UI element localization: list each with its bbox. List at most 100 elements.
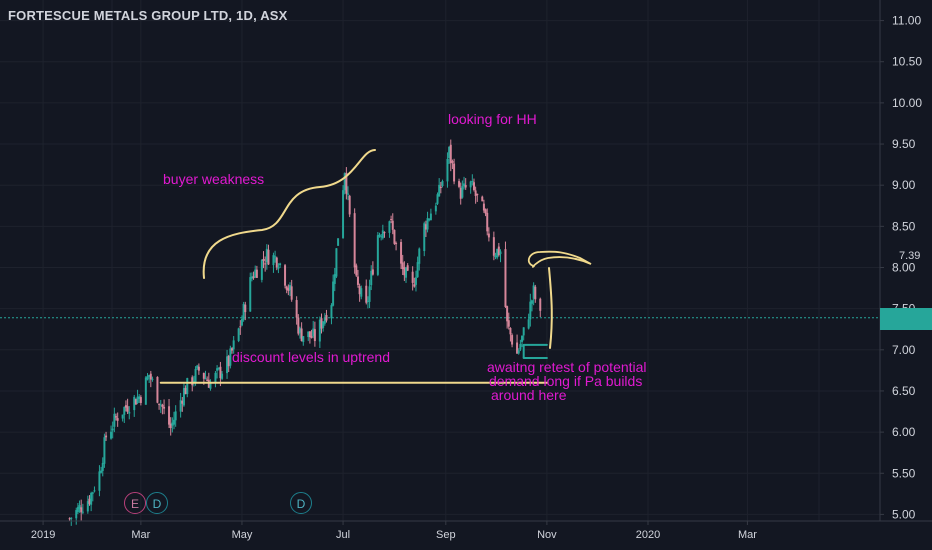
candle-body <box>81 511 84 513</box>
candle-body <box>103 437 106 464</box>
candle-body <box>527 319 530 329</box>
candle-body <box>148 374 151 377</box>
y-tick-label: 8.50 <box>892 219 916 233</box>
candle-body <box>458 181 461 187</box>
candle-body <box>368 286 371 302</box>
dividend-event-marker[interactable]: D <box>290 492 312 514</box>
candle-body <box>181 400 184 404</box>
candle-body <box>113 413 116 427</box>
candle-body <box>406 265 409 271</box>
candle-body <box>308 331 311 338</box>
candle-body <box>80 507 83 513</box>
x-tick-label: Nov <box>537 529 557 541</box>
dividend-event-marker[interactable]: D <box>146 492 168 514</box>
candle-body <box>134 399 137 405</box>
candle-body <box>191 377 194 386</box>
y-tick-label: 8.00 <box>892 260 916 274</box>
candle-body <box>174 411 177 421</box>
candle-body <box>416 262 419 278</box>
candle-body <box>307 331 310 337</box>
candle-body <box>297 317 300 334</box>
candle-body <box>423 223 426 252</box>
candle-body <box>318 319 321 342</box>
candle-body <box>441 180 444 186</box>
candle-body <box>250 276 253 279</box>
candle-body <box>365 285 368 303</box>
candle-body <box>128 411 131 414</box>
candle-body <box>196 365 199 369</box>
candle-body <box>161 404 164 407</box>
candle-body <box>277 267 280 269</box>
candle-body <box>173 419 176 425</box>
candle-body <box>486 212 489 232</box>
y-tick-label: 10.50 <box>892 55 922 69</box>
candle-body <box>383 232 386 234</box>
candle-body <box>265 248 268 263</box>
candle-body <box>428 219 431 221</box>
candle-body <box>255 269 258 278</box>
candle-body <box>391 220 394 230</box>
chart-grid <box>0 0 880 521</box>
annotation-discount-levels[interactable]: discount levels in uptrend <box>232 349 390 365</box>
candle-body <box>287 288 290 291</box>
candle-body <box>463 183 466 187</box>
candle-body <box>221 373 224 379</box>
candle-body <box>290 286 293 300</box>
candle-body <box>207 379 210 388</box>
candle-body <box>403 267 406 276</box>
candle-body <box>482 203 485 211</box>
candle-body <box>504 249 507 307</box>
current-price-tag <box>880 308 932 330</box>
y-tick-label: 7.00 <box>892 343 916 357</box>
candle-body <box>332 281 335 306</box>
candle-body <box>356 276 359 285</box>
annotation-demand-line-2[interactable]: demand long if Pa builds <box>489 373 643 389</box>
candle-body <box>194 368 197 383</box>
candle-body <box>310 336 313 338</box>
candle-body <box>184 387 187 395</box>
candle-body <box>298 328 301 333</box>
candle-body <box>98 471 101 491</box>
candle-body <box>100 470 103 473</box>
candle-body <box>337 238 340 246</box>
candle-body <box>115 416 118 418</box>
y-tick-label: 9.00 <box>892 178 916 192</box>
candle-body <box>507 320 510 327</box>
x-tick-label: Jul <box>336 529 350 541</box>
candle-body <box>133 396 136 411</box>
candle-body <box>471 181 474 183</box>
y-tick-label: 5.00 <box>892 507 916 521</box>
candle-body <box>116 418 119 421</box>
candle-body <box>347 193 350 195</box>
candle-body <box>400 242 403 264</box>
earnings-event-marker[interactable]: E <box>124 492 146 514</box>
candle-body <box>186 378 189 395</box>
candle-body <box>380 236 383 238</box>
candle-body <box>274 256 277 258</box>
candle-body <box>446 158 449 182</box>
annotation-demand-line-1[interactable]: awaitng retest of potential <box>487 359 647 375</box>
candle-body <box>424 224 427 230</box>
candle-body <box>126 406 129 412</box>
candle-body <box>492 237 495 256</box>
candle-body <box>516 342 519 354</box>
annotation-looking-for-hh[interactable]: looking for HH <box>448 111 537 127</box>
candle-body <box>206 379 209 381</box>
annotation-demand-line-3[interactable]: around here <box>491 387 567 403</box>
candle-body <box>124 405 127 408</box>
candle-body <box>237 328 240 341</box>
candle-body <box>70 517 73 519</box>
candle-body <box>289 285 292 291</box>
candle-body <box>110 431 113 439</box>
candle-body <box>521 335 524 342</box>
candle-body <box>366 300 369 302</box>
annotation-buyer-weakness[interactable]: buyer weakness <box>163 171 265 187</box>
x-tick-label: 2019 <box>31 529 55 541</box>
candle-body <box>522 327 525 336</box>
candle-body <box>345 172 348 194</box>
drawing-arrow-shaft <box>548 267 553 349</box>
candle-body <box>529 301 532 320</box>
candle-body <box>105 435 108 438</box>
candle-body <box>149 373 152 380</box>
